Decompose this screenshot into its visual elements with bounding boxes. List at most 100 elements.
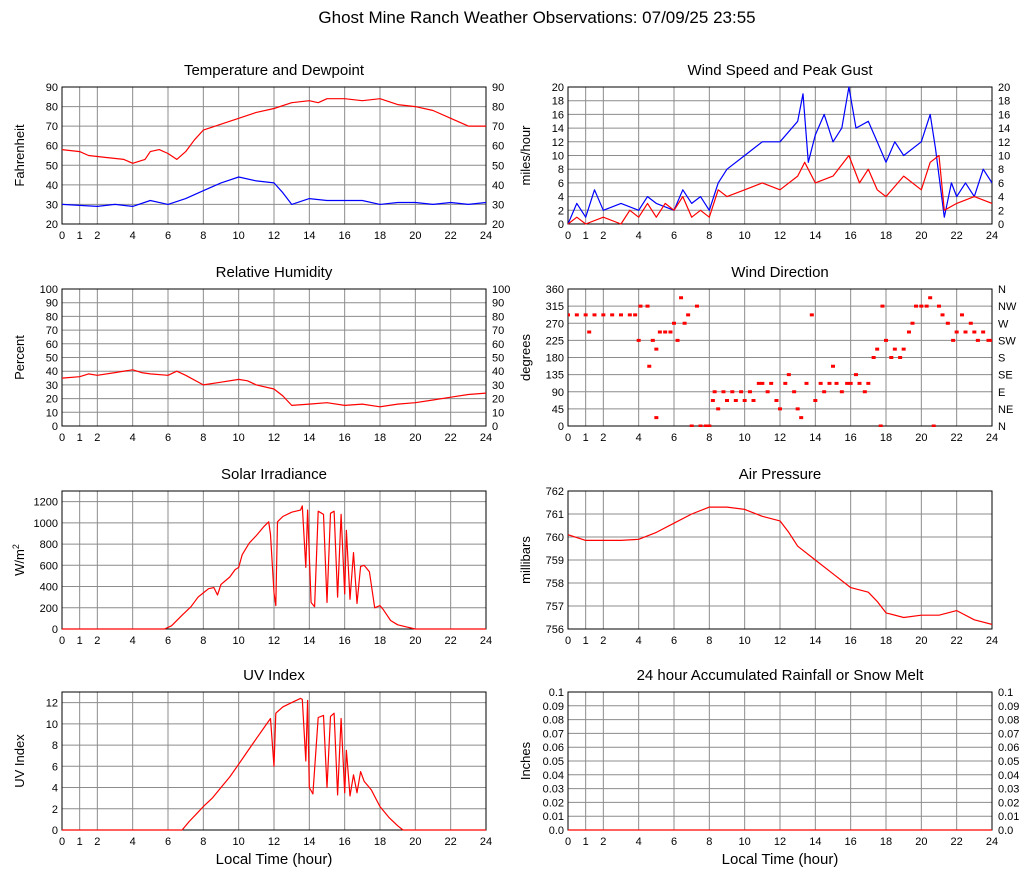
y-tick-label: 0 — [558, 219, 564, 231]
y-axis-label: degrees — [518, 334, 533, 381]
x-tick-label: 18 — [374, 432, 386, 444]
y-right-tick-label: 0 — [998, 219, 1004, 231]
data-point — [990, 338, 992, 342]
y-right-tick-label: 50 — [492, 353, 504, 365]
y-tick-label: 12 — [552, 137, 564, 149]
y-axis-label: miles/hour — [518, 125, 533, 186]
series-line-1 — [568, 86, 992, 225]
data-point — [769, 381, 774, 385]
data-point — [686, 313, 691, 317]
x-tick-label: 12 — [268, 432, 280, 444]
x-tick-label: 2 — [94, 432, 100, 444]
y-right-tick-label: 60 — [492, 339, 504, 351]
x-tick-label: 1 — [77, 230, 83, 242]
data-point — [730, 390, 735, 394]
y-right-tick-label: 80 — [492, 102, 504, 114]
x-tick-label: 14 — [303, 432, 315, 444]
data-point — [786, 373, 791, 377]
data-point — [675, 338, 680, 342]
data-point — [638, 304, 643, 308]
data-point — [914, 304, 919, 308]
y-tick-label: 80 — [46, 102, 58, 114]
y-tick-label: 225 — [546, 335, 564, 347]
x-tick-label: 8 — [706, 230, 712, 242]
data-point — [574, 313, 579, 317]
y-axis-label: Percent — [12, 335, 27, 380]
x-tick-label: 16 — [339, 432, 351, 444]
y-tick-label: 1000 — [34, 518, 58, 530]
x-tick-label: 10 — [739, 432, 751, 444]
data-point — [636, 338, 641, 342]
y-tick-label: 4 — [52, 783, 58, 795]
x-tick-label: 14 — [809, 230, 821, 242]
compass-tick-label: NE — [998, 404, 1013, 416]
y-right-tick-label: 30 — [492, 199, 504, 211]
data-point — [694, 304, 699, 308]
x-tick-label: 18 — [880, 432, 892, 444]
y-right-tick-label: 4 — [998, 192, 1004, 204]
x-tick-label: 12 — [268, 836, 280, 848]
data-point — [682, 321, 687, 325]
data-point — [986, 338, 991, 342]
y-right-tick-label: 30 — [492, 380, 504, 392]
x-tick-label: 14 — [809, 836, 821, 848]
x-tick-label: 16 — [339, 836, 351, 848]
y-tick-label: 2 — [52, 804, 58, 816]
x-tick-label: 16 — [845, 230, 857, 242]
y-tick-label: 0.08 — [543, 715, 564, 727]
data-point — [981, 330, 986, 334]
data-point — [848, 381, 853, 385]
data-point — [742, 399, 747, 403]
y-axis-label: UV Index — [12, 734, 27, 788]
y-tick-label: 60 — [46, 141, 58, 153]
data-point — [963, 330, 968, 334]
x-tick-label: 2 — [600, 230, 606, 242]
y-tick-label: 0.01 — [543, 811, 564, 823]
data-point — [937, 304, 941, 308]
x-tick-label: 12 — [774, 230, 786, 242]
x-tick-label: 10 — [233, 836, 245, 848]
x-tick-label: 1 — [77, 635, 83, 647]
data-point — [679, 296, 684, 300]
x-tick-label: 4 — [130, 836, 136, 848]
chart-title: Air Pressure — [739, 466, 822, 483]
data-point — [663, 330, 668, 334]
x-tick-label: 14 — [303, 230, 315, 242]
y-right-tick-label: 0 — [492, 421, 498, 433]
data-point — [795, 407, 800, 411]
y-right-tick-label: 40 — [492, 180, 504, 192]
x-tick-label: 1 — [583, 230, 589, 242]
chart-title: Solar Irradiance — [221, 466, 327, 483]
data-point — [809, 313, 814, 317]
data-point — [654, 347, 659, 351]
x-tick-label: 4 — [636, 230, 642, 242]
y-tick-label: 0.02 — [543, 797, 564, 809]
y-tick-label: 10 — [46, 719, 58, 731]
y-tick-label: 70 — [46, 325, 58, 337]
data-point — [804, 381, 809, 385]
y-right-tick-label: 40 — [492, 366, 504, 378]
y-tick-label: 360 — [546, 284, 564, 296]
y-tick-label: 759 — [546, 555, 564, 567]
chart-title: UV Index — [243, 667, 305, 684]
x-tick-label: 16 — [845, 836, 857, 848]
x-tick-label: 6 — [671, 635, 677, 647]
x-tick-label: 0 — [59, 432, 65, 444]
y-tick-label: 0.09 — [543, 701, 564, 713]
data-point — [765, 390, 770, 394]
x-tick-label: 0 — [565, 635, 571, 647]
x-tick-label: 14 — [809, 432, 821, 444]
x-tick-label: 24 — [480, 635, 492, 647]
x-tick-label: 20 — [915, 432, 927, 444]
y-tick-label: 40 — [46, 366, 58, 378]
y-tick-label: 90 — [46, 298, 58, 310]
y-tick-label: 70 — [46, 121, 58, 133]
x-tick-label: 22 — [445, 432, 457, 444]
x-tick-label: 24 — [986, 230, 998, 242]
data-point — [774, 399, 779, 403]
y-tick-label: 90 — [552, 387, 564, 399]
x-tick-label: 10 — [739, 635, 751, 647]
